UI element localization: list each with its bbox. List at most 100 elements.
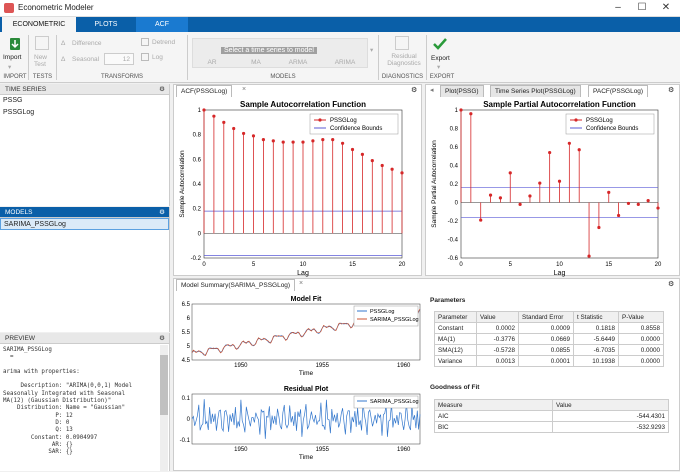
new-test-button[interactable]: New Test bbox=[34, 54, 48, 68]
stem-point bbox=[538, 181, 542, 185]
y-tick-label: 0 bbox=[198, 231, 202, 237]
residual-diagnostics-button[interactable]: Residual Diagnostics bbox=[387, 53, 421, 67]
log-button[interactable]: Log bbox=[152, 54, 163, 61]
export-button[interactable]: Export bbox=[431, 55, 450, 62]
document-options-icon[interactable]: ⚙ bbox=[668, 87, 675, 94]
x-axis-label: Lag bbox=[554, 270, 566, 277]
detrend-button[interactable]: Detrend bbox=[152, 39, 176, 46]
models-gallery: AR MA ARMA ARIMA Select a time series to… bbox=[192, 38, 368, 68]
stem-point bbox=[626, 201, 631, 206]
x-tick-label: 10 bbox=[556, 262, 563, 268]
y-tick-label: 0.8 bbox=[450, 127, 459, 133]
residual-diagnostics-icon bbox=[395, 36, 409, 50]
y-tick-label: 0.2 bbox=[450, 182, 459, 188]
import-icon[interactable] bbox=[6, 36, 24, 52]
y-tick-label: 0.2 bbox=[193, 207, 202, 213]
import-dropdown-icon[interactable]: ▾ bbox=[8, 64, 12, 71]
column-header: Standard Error bbox=[518, 311, 574, 323]
close-tab-icon[interactable]: × bbox=[242, 86, 247, 93]
section-models: MODELS bbox=[270, 74, 296, 80]
tabs-left-arrow-icon[interactable]: ◂ bbox=[430, 87, 434, 94]
legend-entry: SARIMA_PSSGLog bbox=[370, 317, 419, 323]
y-axis-label: Sample Autocorrelation bbox=[179, 150, 186, 218]
x-tick-label: 20 bbox=[399, 262, 406, 268]
stem-point bbox=[311, 139, 315, 143]
log-icon bbox=[141, 53, 149, 61]
stem-point bbox=[331, 138, 335, 142]
stem-point bbox=[390, 167, 394, 171]
x-tick-label: 15 bbox=[349, 262, 356, 268]
import-button[interactable]: Import bbox=[3, 54, 22, 61]
minimize-icon[interactable]: – bbox=[615, 2, 621, 13]
panel-options-icon[interactable]: ⚙ bbox=[159, 209, 165, 216]
list-item[interactable]: PSSGLog bbox=[3, 109, 35, 116]
model-arma-button[interactable]: ARMA bbox=[288, 59, 308, 66]
panel-options-icon[interactable]: ⚙ bbox=[159, 335, 165, 342]
stem-point bbox=[636, 202, 640, 206]
model-ar-button[interactable]: AR bbox=[207, 59, 217, 66]
list-item[interactable]: SARIMA_PSSGLog bbox=[0, 218, 169, 230]
time-series-panel: TIME SERIES ⚙ PSSG PSSGLog bbox=[0, 84, 170, 206]
pacf-document: Plot(PSSG) Time Series Plot(PSSGLog) PAC… bbox=[425, 84, 680, 277]
panel-options-icon[interactable]: ⚙ bbox=[159, 86, 165, 93]
section-export: EXPORT bbox=[429, 74, 455, 80]
export-dropdown-icon[interactable]: ▾ bbox=[437, 64, 441, 71]
column-header: Value bbox=[552, 399, 669, 411]
maximize-icon[interactable]: ☐ bbox=[637, 2, 647, 13]
preview-scrollbar[interactable] bbox=[160, 345, 168, 471]
stem-point bbox=[321, 138, 325, 142]
tab-model-summary[interactable]: Model Summary(SARIMA_PSSGLog) bbox=[176, 279, 296, 291]
y-tick-label: 6 bbox=[187, 316, 191, 322]
tab-time-series-plot[interactable]: Time Series Plot(PSSGLog) bbox=[490, 85, 581, 97]
model-ma-button[interactable]: MA bbox=[251, 59, 261, 66]
seasonal-field[interactable]: 12 bbox=[104, 53, 134, 65]
stem-point bbox=[518, 202, 522, 206]
stem-point bbox=[656, 206, 660, 210]
stem-point bbox=[291, 140, 295, 144]
tab-acf[interactable]: ACF bbox=[136, 17, 188, 32]
model-arima-button[interactable]: ARIMA bbox=[334, 59, 356, 66]
stem-point bbox=[350, 147, 355, 152]
y-tick-label: 0 bbox=[187, 417, 191, 423]
tab-pacf-pssglog[interactable]: PACF(PSSGLog) bbox=[588, 85, 649, 97]
y-tick-label: 1 bbox=[198, 108, 202, 114]
seasonal-icon: Δ bbox=[61, 56, 66, 63]
tab-plots[interactable]: PLOTS bbox=[94, 21, 118, 28]
y-tick-label: 1 bbox=[455, 108, 459, 114]
y-tick-label: 0.6 bbox=[193, 157, 202, 163]
legend-stem-point bbox=[318, 118, 322, 122]
legend-entry: Confidence Bounds bbox=[586, 126, 638, 132]
table-row: Variance 0.0013 0.0001 10.1938 0.0000 bbox=[434, 355, 664, 367]
close-icon[interactable]: ✕ bbox=[661, 2, 671, 13]
stem-point bbox=[380, 163, 384, 168]
seasonal-label: Seasonal bbox=[72, 56, 100, 63]
tab-econometric-modeler[interactable]: ECONOMETRIC MODELER bbox=[2, 17, 76, 43]
toolstrip: Import ▾ New Test Δ Difference Δ Seasona… bbox=[0, 32, 680, 83]
document-options-icon[interactable]: ⚙ bbox=[668, 281, 675, 288]
x-axis-label: Time bbox=[299, 454, 314, 461]
stem-point bbox=[202, 108, 206, 112]
tab-acf-pssglog[interactable]: ACF(PSSGLog) bbox=[176, 85, 233, 97]
legend-box bbox=[565, 113, 655, 135]
stem-point bbox=[212, 114, 216, 118]
difference-icon: Δ bbox=[61, 40, 66, 47]
x-tick-label: 1955 bbox=[316, 447, 330, 453]
document-options-icon[interactable]: ⚙ bbox=[411, 87, 418, 94]
difference-button[interactable]: Difference bbox=[72, 40, 102, 47]
close-tab-icon[interactable]: × bbox=[299, 280, 304, 287]
stem-point bbox=[488, 193, 493, 197]
stem-point bbox=[271, 139, 275, 143]
models-header: MODELS ⚙ bbox=[0, 207, 169, 218]
models-expand-icon[interactable]: ▾ bbox=[370, 47, 374, 54]
list-item[interactable]: PSSG bbox=[3, 97, 23, 104]
tab-plot-pssg[interactable]: Plot(PSSG) bbox=[440, 85, 484, 97]
export-icon[interactable] bbox=[432, 36, 448, 54]
legend-entry: PSSGLog bbox=[370, 309, 394, 315]
chart-title: Residual Plot bbox=[284, 386, 329, 393]
stem-point bbox=[557, 179, 562, 183]
chart-title: Sample Partial Autocorrelation Function bbox=[483, 100, 636, 109]
time-series-header: TIME SERIES ⚙ bbox=[0, 84, 169, 95]
legend-box bbox=[353, 305, 419, 327]
column-header: t Statistic bbox=[573, 311, 619, 323]
preview-panel: PREVIEW ⚙ SARIMA_PSSGLog = arima with pro… bbox=[0, 333, 170, 471]
